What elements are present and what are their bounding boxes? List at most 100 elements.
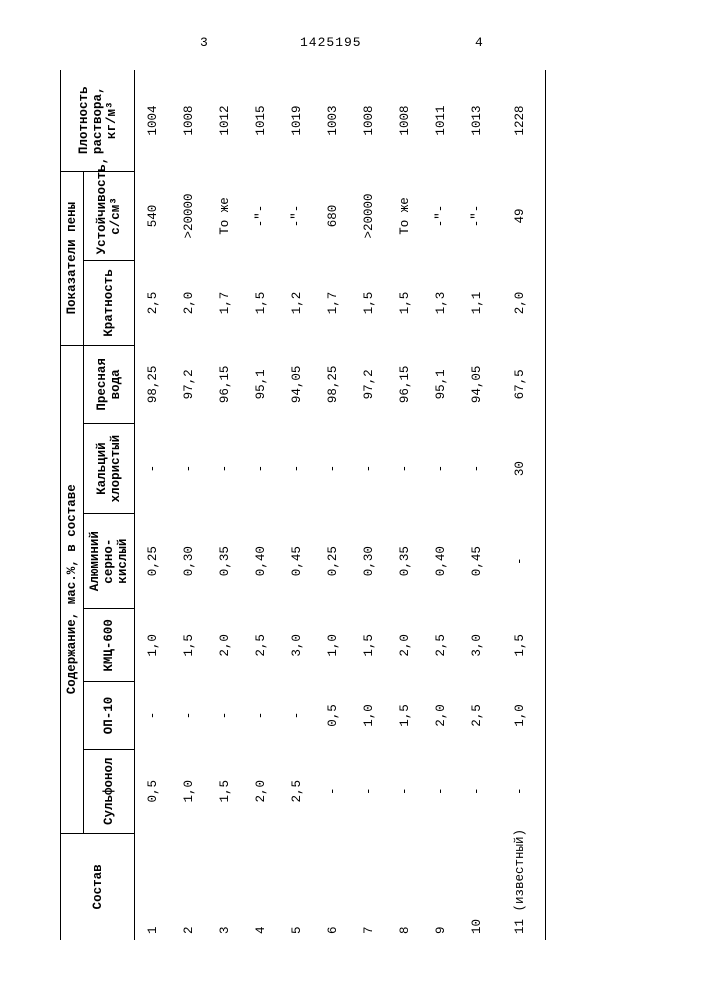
table-container: Состав Содержание, мас.%, в составе Пока…: [60, 70, 546, 940]
col-calcium: Кальций хлористый: [84, 424, 135, 514]
cell: 0,30: [351, 513, 387, 608]
cell: -: [207, 682, 243, 749]
cell: 2,5: [279, 749, 315, 833]
cell: 94,05: [279, 345, 315, 424]
cell: 3,0: [459, 609, 495, 682]
cell: 1,7: [315, 261, 351, 345]
cell: 1008: [387, 70, 423, 171]
col-aluminium: Алюминий серно-кислый: [84, 513, 135, 608]
cell: >20000: [171, 171, 207, 261]
cell: 2,0: [423, 682, 459, 749]
cell: 0,5: [135, 749, 172, 833]
table-row: 11 (известный)-1,01,5-3067,52,0491228: [495, 70, 546, 940]
cell: 1013: [459, 70, 495, 171]
cell: -: [351, 424, 387, 514]
cell: 94,05: [459, 345, 495, 424]
cell: 1,1: [459, 261, 495, 345]
table-row: 31,5-2,00,35-96,151,7То же1012: [207, 70, 243, 940]
table-body: 10,5-1,00,25-98,252,5540100421,0-1,50,30…: [135, 70, 546, 940]
col-water: Пресная вода: [84, 345, 135, 424]
cell: 1004: [135, 70, 172, 171]
cell: 0,35: [387, 513, 423, 608]
cell: -: [243, 682, 279, 749]
table-head: Состав Содержание, мас.%, в составе Пока…: [61, 70, 135, 940]
cell: 1015: [243, 70, 279, 171]
cell: 0,45: [279, 513, 315, 608]
cell: 1,5: [207, 749, 243, 833]
cell: -: [351, 749, 387, 833]
col-foam-group: Показатели пены: [61, 171, 84, 345]
cell: 1,5: [387, 682, 423, 749]
cell: 30: [495, 424, 546, 514]
cell: 97,2: [351, 345, 387, 424]
cell: 1019: [279, 70, 315, 171]
cell: 1,0: [135, 609, 172, 682]
cell: 1,5: [243, 261, 279, 345]
table-row: 52,5-3,00,45-94,051,2-"-1019: [279, 70, 315, 940]
cell: 1228: [495, 70, 546, 171]
cell: -: [423, 424, 459, 514]
col-stability: Устойчивость, с/см³: [84, 171, 135, 261]
cell: -: [243, 424, 279, 514]
cell: 0,35: [207, 513, 243, 608]
cell: 2,0: [243, 749, 279, 833]
cell: 4: [243, 833, 279, 940]
cell: 1,0: [351, 682, 387, 749]
cell: 5: [279, 833, 315, 940]
cell: 0,40: [423, 513, 459, 608]
cell: 1,7: [207, 261, 243, 345]
cell: 2,0: [207, 609, 243, 682]
cell: 1012: [207, 70, 243, 171]
cell: 1: [135, 833, 172, 940]
cell: То же: [207, 171, 243, 261]
cell: 0,30: [171, 513, 207, 608]
page-number-left: 3: [200, 35, 208, 50]
cell: 0,5: [315, 682, 351, 749]
col-composition: Состав: [61, 833, 135, 940]
cell: 10: [459, 833, 495, 940]
cell: 96,15: [207, 345, 243, 424]
cell: 1,5: [351, 609, 387, 682]
cell: 1008: [171, 70, 207, 171]
col-content-group: Содержание, мас.%, в составе: [61, 345, 84, 833]
cell: -: [279, 424, 315, 514]
col-kmc600: КМЦ-600: [84, 609, 135, 682]
cell: -: [459, 749, 495, 833]
cell: -: [315, 749, 351, 833]
cell: 0,25: [315, 513, 351, 608]
cell: 2,5: [423, 609, 459, 682]
cell: 1,5: [171, 609, 207, 682]
cell: То же: [387, 171, 423, 261]
col-multiplicity: Кратность: [84, 261, 135, 345]
cell: 9: [423, 833, 459, 940]
page-number-right: 4: [475, 35, 483, 50]
cell: 7: [351, 833, 387, 940]
cell: -: [423, 749, 459, 833]
cell: 49: [495, 171, 546, 261]
table-row: 7-1,01,50,30-97,21,5>200001008: [351, 70, 387, 940]
col-density: Плотность раствора, кг/м³: [61, 70, 135, 171]
cell: 98,25: [135, 345, 172, 424]
cell: 1,0: [171, 749, 207, 833]
cell: 1011: [423, 70, 459, 171]
cell: -"-: [279, 171, 315, 261]
document-number: 1425195: [300, 35, 362, 50]
cell: 97,2: [171, 345, 207, 424]
cell: -: [315, 424, 351, 514]
table-row: 8-1,52,00,35-96,151,5То же1008: [387, 70, 423, 940]
cell: 11 (известный): [495, 833, 546, 940]
col-op10: ОП-10: [84, 682, 135, 749]
cell: 3,0: [279, 609, 315, 682]
cell: -: [459, 424, 495, 514]
cell: >20000: [351, 171, 387, 261]
table-row: 6-0,51,00,25-98,251,76801003: [315, 70, 351, 940]
cell: 95,1: [423, 345, 459, 424]
cell: -: [135, 424, 172, 514]
cell: 0,25: [135, 513, 172, 608]
cell: -: [135, 682, 172, 749]
cell: -: [387, 424, 423, 514]
cell: 1,3: [423, 261, 459, 345]
cell: -"-: [243, 171, 279, 261]
cell: 98,25: [315, 345, 351, 424]
cell: 1003: [315, 70, 351, 171]
